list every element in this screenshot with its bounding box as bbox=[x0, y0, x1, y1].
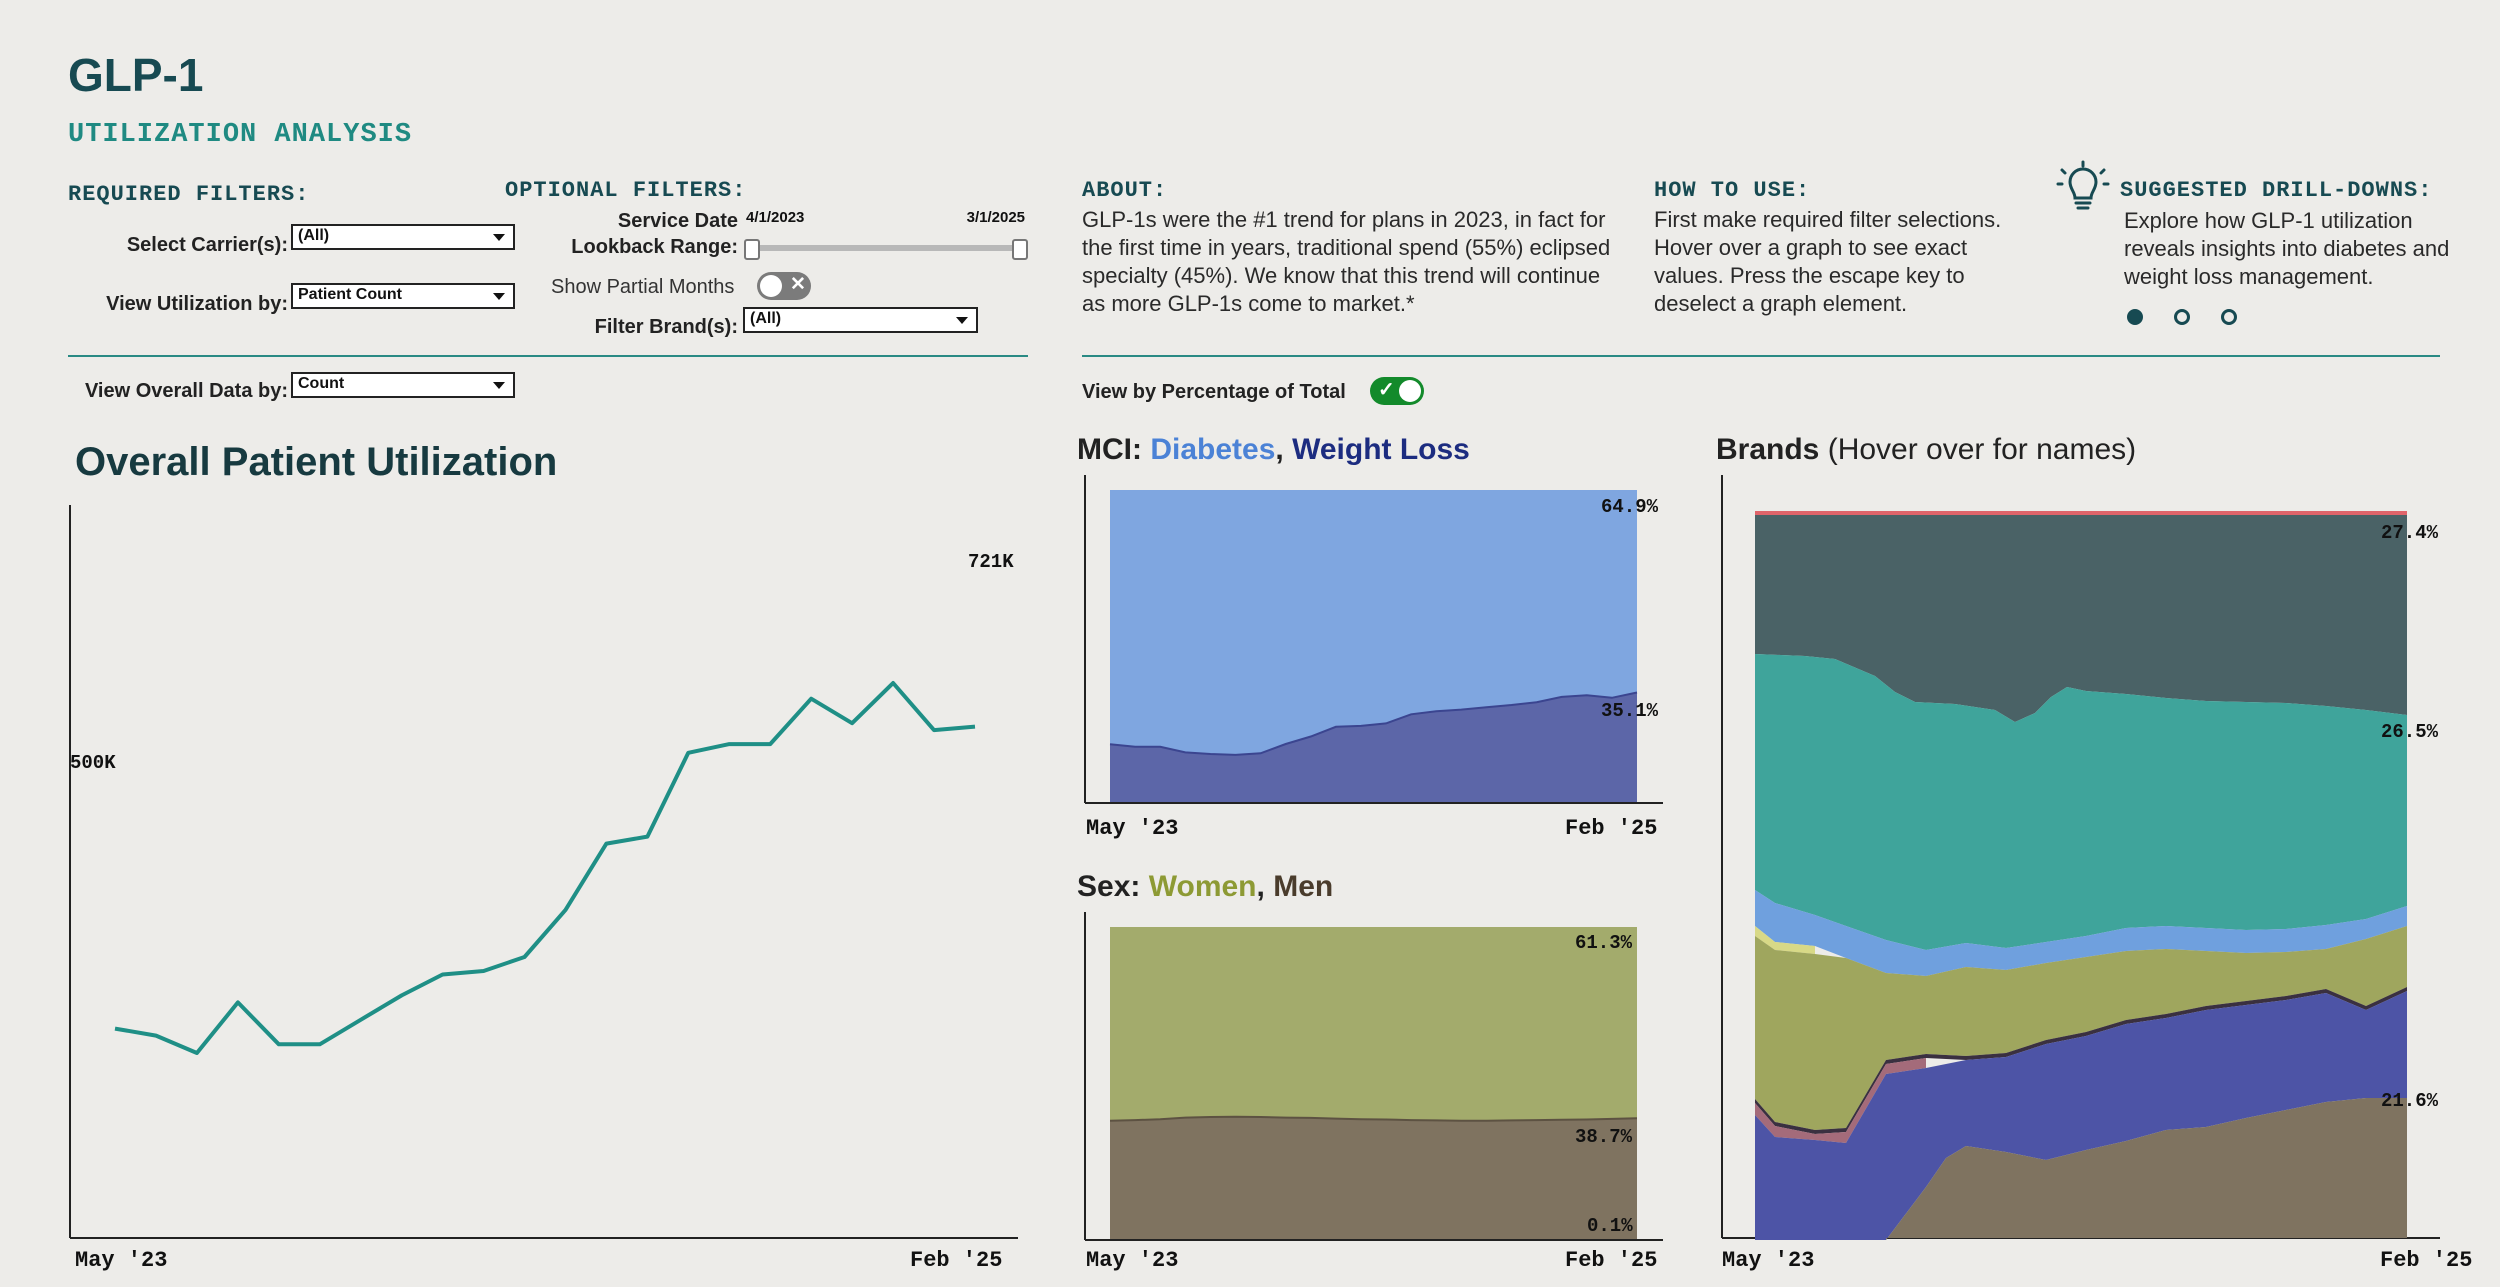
how-to-text: First make required filter selections. H… bbox=[1654, 207, 2002, 316]
mci-bottom-pct: 35.1% bbox=[1601, 700, 1659, 722]
sex-chart-title: Sex: Women, Men bbox=[1077, 870, 1334, 903]
util-label: View Utilization by: bbox=[106, 293, 288, 315]
sex-top-pct: 61.3% bbox=[1575, 932, 1633, 954]
brands-title: Brands bbox=[1716, 433, 1820, 466]
mci-legend-diabetes[interactable]: Diabetes bbox=[1150, 433, 1276, 466]
sex-bottom-pct: 0.1% bbox=[1587, 1215, 1633, 1237]
carrier-select[interactable]: (All) bbox=[291, 224, 515, 250]
overall-by-value: Count bbox=[298, 375, 345, 392]
overall-start-label: 500K bbox=[70, 752, 116, 774]
chevron-down-icon bbox=[493, 293, 505, 300]
mci-top-pct: 64.9% bbox=[1601, 496, 1659, 518]
carousel-dot-1[interactable] bbox=[2127, 309, 2143, 325]
close-icon: ✕ bbox=[790, 274, 806, 295]
lightbulb-icon bbox=[2056, 160, 2110, 210]
overall-chart[interactable] bbox=[0, 0, 1040, 1287]
util-value: Patient Count bbox=[298, 286, 402, 303]
overall-end-label: 721K bbox=[968, 551, 1014, 573]
brand-filter-label: Filter Brand(s): bbox=[594, 316, 738, 338]
mci-chart[interactable] bbox=[1080, 470, 1670, 810]
sex-title-prefix: Sex: bbox=[1077, 870, 1141, 903]
about-heading: ABOUT: bbox=[1082, 178, 1168, 203]
partial-months-label: Show Partial Months bbox=[551, 276, 735, 298]
brands-chart[interactable] bbox=[1715, 470, 2450, 1248]
brands-layer-olive bbox=[1755, 926, 2407, 1130]
brands-pct-3: 21.6% bbox=[2381, 1090, 2439, 1112]
sex-legend-men[interactable]: Men bbox=[1273, 870, 1334, 903]
util-select[interactable]: Patient Count bbox=[291, 283, 515, 309]
sex-men-area bbox=[1110, 1116, 1637, 1239]
mci-weight-loss-area bbox=[1110, 692, 1637, 802]
overall-by-select[interactable]: Count bbox=[291, 372, 515, 398]
brands-layer-red bbox=[1755, 511, 2407, 516]
pct-toggle[interactable]: ✓ bbox=[1370, 377, 1424, 405]
service-date-label: Service Date bbox=[617, 210, 738, 232]
pct-toggle-label: View by Percentage of Total bbox=[1082, 381, 1346, 403]
mci-x-start: May '23 bbox=[1086, 816, 1179, 841]
carrier-value: (All) bbox=[298, 227, 330, 244]
brands-pct-2: 26.5% bbox=[2381, 721, 2439, 743]
about-text: GLP-1s were the #1 trend for plans in 20… bbox=[1082, 207, 1611, 316]
toggle-knob bbox=[760, 275, 782, 297]
mci-weight-loss-line bbox=[1109, 691, 1638, 756]
drill-text: Explore how GLP-1 utilization reveals in… bbox=[2124, 208, 2450, 289]
brands-layer-teal bbox=[1755, 654, 2407, 950]
overall-chart-title: Overall Patient Utilization bbox=[75, 440, 558, 484]
mci-chart-title: MCI: Diabetes, Weight Loss bbox=[1077, 433, 1470, 466]
range-start: 4/1/2023 bbox=[746, 209, 805, 226]
range-end: 3/1/2025 bbox=[966, 209, 1025, 226]
sex-men-line bbox=[1109, 1115, 1638, 1122]
brands-title-suffix: (Hover over for names) bbox=[1827, 433, 2137, 466]
brands-layer-blue bbox=[1755, 890, 2407, 976]
left-divider bbox=[68, 355, 1028, 357]
carrier-label: Select Carrier(s): bbox=[126, 234, 288, 256]
mci-x-end: Feb '25 bbox=[1565, 816, 1658, 841]
brands-layer-brown bbox=[1886, 1098, 2407, 1240]
sex-x-end: Feb '25 bbox=[1565, 1248, 1658, 1273]
brands-pct-1: 27.4% bbox=[2381, 522, 2439, 544]
overall-series-line bbox=[114, 681, 976, 1055]
sex-x-start: May '23 bbox=[1086, 1248, 1179, 1273]
brands-x-start: May '23 bbox=[1722, 1248, 1815, 1273]
toggle-knob bbox=[1399, 380, 1421, 402]
mci-legend-weight-loss[interactable]: Weight Loss bbox=[1292, 433, 1470, 466]
brands-layer-indigo bbox=[1755, 991, 2407, 1240]
partial-months-toggle[interactable]: ✕ bbox=[757, 272, 811, 300]
overall-x-end: Feb '25 bbox=[910, 1248, 1003, 1273]
lookback-label: Lookback Range: bbox=[571, 236, 738, 258]
carousel-dot-3[interactable] bbox=[2221, 309, 2237, 325]
brands-layer-mauve bbox=[1755, 1058, 1926, 1143]
drill-heading: SUGGESTED DRILL-DOWNS: bbox=[2120, 178, 2433, 203]
overall-by-label: View Overall Data by: bbox=[84, 380, 288, 402]
brands-chart-title: Brands (Hover over for names) bbox=[1716, 433, 2136, 467]
check-icon: ✓ bbox=[1378, 379, 1395, 401]
page-subtitle: UTILIZATION ANALYSIS bbox=[68, 120, 413, 150]
sex-legend-women[interactable]: Women bbox=[1148, 870, 1257, 903]
right-divider bbox=[1082, 355, 2440, 357]
lookback-slider-track[interactable] bbox=[752, 245, 1022, 251]
optional-filters-heading: OPTIONAL FILTERS: bbox=[505, 178, 747, 203]
sex-mid-pct: 38.7% bbox=[1575, 1126, 1633, 1148]
mci-title-prefix: MCI: bbox=[1077, 433, 1142, 466]
carousel-dot-2[interactable] bbox=[2174, 309, 2190, 325]
overall-x-start: May '23 bbox=[75, 1248, 168, 1273]
required-filters-heading: REQUIRED FILTERS: bbox=[68, 182, 310, 207]
lookback-slider-end-handle[interactable] bbox=[1012, 239, 1028, 260]
chevron-down-icon bbox=[956, 317, 968, 324]
brands-x-end: Feb '25 bbox=[2380, 1248, 2473, 1273]
lookback-slider-start-handle[interactable] bbox=[744, 239, 760, 260]
brand-select[interactable]: (All) bbox=[743, 307, 978, 333]
page-title: GLP-1 bbox=[68, 49, 204, 101]
chevron-down-icon bbox=[493, 234, 505, 241]
brands-layer-pale-yellow bbox=[1755, 926, 1815, 954]
brand-value: (All) bbox=[750, 310, 782, 327]
sex-chart[interactable] bbox=[1080, 907, 1670, 1247]
chevron-down-icon bbox=[493, 382, 505, 389]
how-to-heading: HOW TO USE: bbox=[1654, 178, 1811, 203]
brands-layer-dark-slate bbox=[1755, 515, 2407, 722]
